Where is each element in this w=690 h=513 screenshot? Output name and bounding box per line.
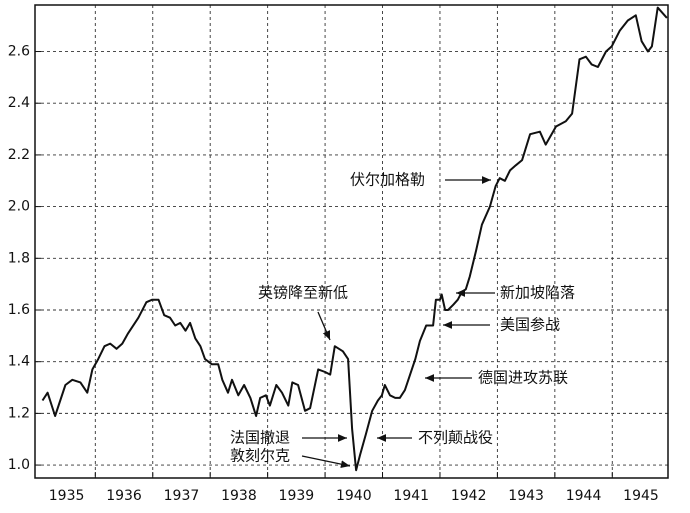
y-tick-label: 1.6 — [8, 302, 30, 318]
x-tick-label: 1942 — [451, 488, 487, 504]
y-tick-label: 1.2 — [8, 405, 30, 421]
x-tick-label: 1945 — [623, 488, 659, 504]
arrow — [301, 455, 351, 468]
x-tick-label: 1941 — [393, 488, 429, 504]
annotation: 不列颠战役 — [418, 429, 493, 447]
annotation: 法国撤退 — [230, 429, 290, 447]
y-tick-label: 2.0 — [8, 199, 30, 215]
annotation: 敦刻尔克 — [230, 447, 290, 465]
y-tick-label: 1.0 — [8, 457, 30, 473]
x-tick-label: 1938 — [221, 488, 257, 504]
x-tick-label: 1935 — [49, 488, 85, 504]
plot-frame — [34, 4, 669, 479]
y-tick-label: 2.6 — [8, 44, 30, 60]
x-tick-label: 1936 — [106, 488, 142, 504]
y-tick-label: 2.2 — [8, 147, 30, 163]
x-tick-label: 1940 — [336, 488, 372, 504]
x-tick-label: 1944 — [566, 488, 602, 504]
annotation: 美国参战 — [500, 316, 560, 334]
annotation: 伏尔加格勒 — [350, 171, 425, 189]
x-tick-label: 1943 — [508, 488, 544, 504]
annotation: 新加坡陷落 — [500, 284, 575, 302]
y-tick-label: 1.4 — [8, 354, 30, 370]
arrow — [317, 311, 331, 341]
y-tick-label: 1.8 — [8, 250, 30, 266]
x-tick-label: 1937 — [164, 488, 200, 504]
line-series — [41, 6, 668, 472]
x-tick-label: 1939 — [279, 488, 315, 504]
grid — [35, 5, 668, 478]
annotations: 伏尔加格勒 新加坡陷落 美国参战 德国进攻苏联 英镑降至新低 法国撤退 敦刻尔克… — [230, 171, 575, 468]
y-tick-label: 2.4 — [8, 95, 30, 111]
annotation: 英镑降至新低 — [258, 284, 348, 302]
annotation: 德国进攻苏联 — [478, 369, 568, 387]
